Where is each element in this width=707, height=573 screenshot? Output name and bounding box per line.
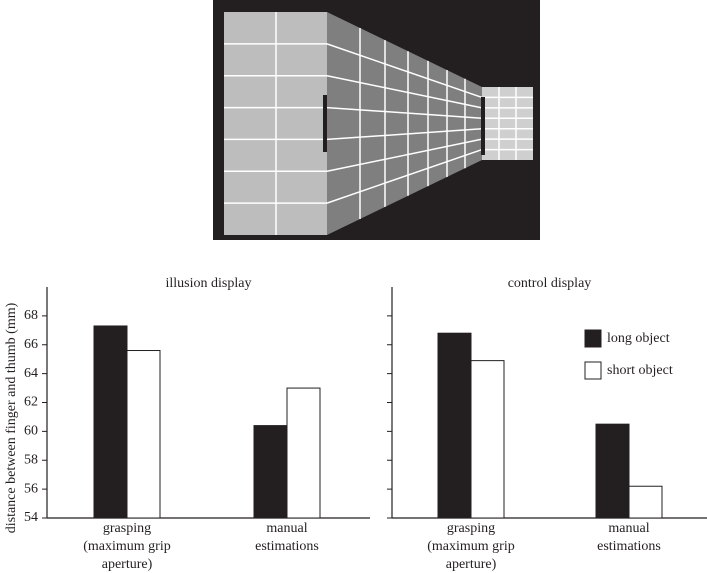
right-panel bbox=[482, 87, 533, 160]
legend-swatch bbox=[584, 329, 602, 348]
legend-label: short object bbox=[607, 363, 673, 378]
y-tick-label: 56 bbox=[24, 481, 38, 496]
y-tick-label: 66 bbox=[24, 337, 38, 352]
bar bbox=[628, 485, 663, 519]
x-tick-label: grasping (maximum grip aperture) bbox=[427, 521, 515, 572]
bar bbox=[93, 325, 128, 519]
bar bbox=[595, 423, 630, 519]
grid-line-image bbox=[326, 106, 483, 120]
chart-title: illusion display bbox=[166, 276, 252, 291]
x-tick-label: manual estimations bbox=[597, 521, 661, 554]
legend-swatch bbox=[584, 361, 602, 380]
grid-line-image bbox=[326, 127, 483, 141]
grid-line-image bbox=[326, 138, 483, 173]
bar bbox=[470, 360, 505, 519]
y-tick-label: 62 bbox=[24, 395, 38, 410]
y-tick-label: 68 bbox=[24, 308, 38, 323]
y-tick-label: 54 bbox=[24, 510, 38, 525]
chart-title: control display bbox=[508, 276, 592, 291]
x-tick-label: grasping (maximum grip aperture) bbox=[83, 521, 171, 572]
long-object-bar bbox=[323, 95, 327, 152]
x-tick-label: manual estimations bbox=[255, 521, 319, 554]
bar bbox=[253, 425, 288, 519]
y-tick-label: 60 bbox=[24, 424, 38, 439]
y-tick-label: 58 bbox=[24, 452, 38, 467]
corridor bbox=[327, 12, 482, 235]
y-axis-label: distance between finger and thumb (mm) bbox=[4, 302, 19, 533]
illusion-image bbox=[213, 0, 540, 240]
y-tick-label: 64 bbox=[24, 366, 38, 381]
grid-line-image bbox=[326, 43, 483, 99]
grid-line-image bbox=[326, 148, 483, 204]
bar bbox=[437, 332, 472, 519]
legend-label: long object bbox=[607, 331, 670, 346]
bar bbox=[286, 387, 321, 519]
short-object-bar bbox=[481, 97, 485, 155]
bar bbox=[126, 350, 161, 519]
grid-line-image bbox=[326, 74, 483, 109]
